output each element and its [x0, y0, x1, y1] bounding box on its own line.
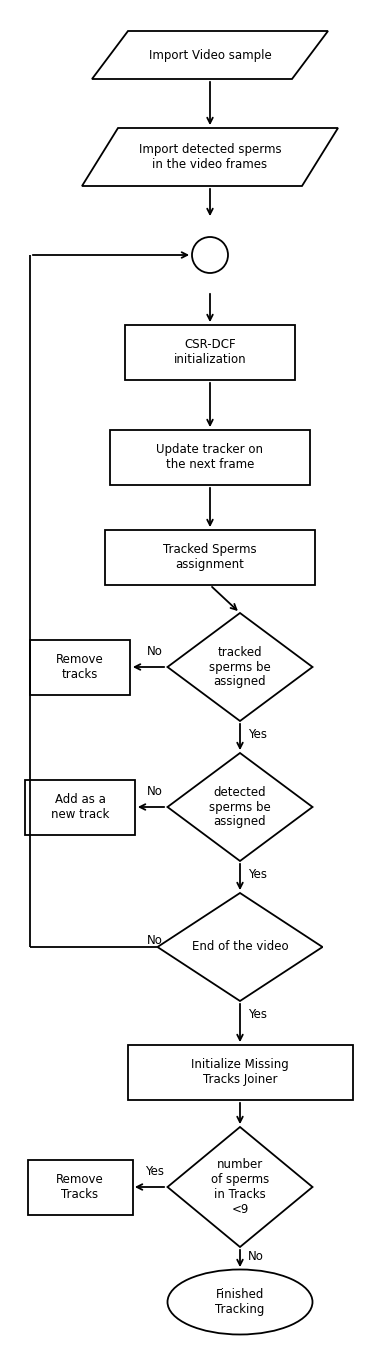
Polygon shape	[167, 613, 313, 721]
Text: Update tracker on
the next frame: Update tracker on the next frame	[157, 443, 263, 471]
Bar	[28, 1160, 132, 1215]
Polygon shape	[167, 753, 313, 861]
Text: Yes: Yes	[146, 1165, 164, 1179]
Text: Remove
Tracks: Remove Tracks	[56, 1173, 104, 1202]
Text: Tracked Sperms
assignment: Tracked Sperms assignment	[163, 543, 257, 571]
Bar	[25, 779, 135, 834]
Text: Remove
tracks: Remove tracks	[56, 653, 104, 680]
Bar	[125, 324, 295, 379]
Text: Yes: Yes	[248, 728, 267, 741]
Text: Initialize Missing
Tracks Joiner: Initialize Missing Tracks Joiner	[191, 1058, 289, 1085]
Bar	[110, 429, 310, 485]
Text: Yes: Yes	[248, 1008, 267, 1022]
Text: No: No	[248, 1250, 264, 1264]
Polygon shape	[92, 31, 328, 80]
Text: No: No	[147, 784, 163, 798]
Ellipse shape	[167, 1269, 313, 1335]
Polygon shape	[167, 1127, 313, 1247]
Text: No: No	[147, 645, 163, 657]
Text: CSR-DCF
initialization: CSR-DCF initialization	[174, 338, 246, 366]
Text: Add as a
new track: Add as a new track	[51, 792, 109, 821]
Bar	[30, 640, 130, 694]
Polygon shape	[157, 892, 323, 1000]
Ellipse shape	[192, 238, 228, 273]
Text: tracked
sperms be
assigned: tracked sperms be assigned	[209, 645, 271, 688]
Text: End of the video: End of the video	[192, 941, 288, 953]
Polygon shape	[82, 128, 338, 186]
Text: Import Video sample: Import Video sample	[149, 49, 271, 62]
Text: detected
sperms be
assigned: detected sperms be assigned	[209, 786, 271, 829]
Text: Finished
Tracking: Finished Tracking	[215, 1288, 265, 1316]
Text: Yes: Yes	[248, 868, 267, 880]
Bar	[105, 529, 315, 585]
Text: No: No	[147, 933, 163, 946]
Text: number
of sperms
in Tracks
<9: number of sperms in Tracks <9	[211, 1158, 269, 1216]
Text: Import detected sperms
in the video frames: Import detected sperms in the video fram…	[139, 143, 281, 171]
Bar	[127, 1045, 353, 1099]
